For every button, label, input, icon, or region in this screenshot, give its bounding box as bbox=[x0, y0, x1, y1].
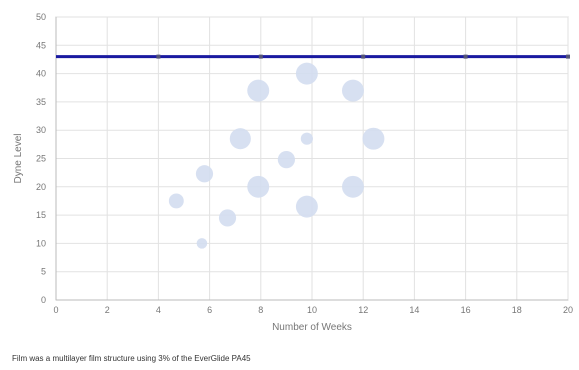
y-tick-label: 15 bbox=[36, 210, 46, 220]
bubble-point bbox=[341, 79, 364, 102]
chart-area: 0 2 4 6 8 10 12 14 16 18 20 0 5 10 15 20 25 30 35 40 45 50 Num… bbox=[13, 12, 573, 333]
x-tick-label: 8 bbox=[258, 305, 263, 315]
x-tick-label: 10 bbox=[307, 305, 317, 315]
bubble-point bbox=[295, 195, 318, 218]
chart-footnote: Film was a multilayer film structure usi… bbox=[12, 354, 251, 363]
x-tick-label: 6 bbox=[207, 305, 212, 315]
x-tick-label: 16 bbox=[461, 305, 471, 315]
bubble-chart: 0 2 4 6 8 10 12 14 16 18 20 0 5 10 15 20 25 30 35 40 45 50 Num… bbox=[13, 12, 573, 333]
y-axis-title: Dyne Level bbox=[13, 133, 24, 183]
chart-svg: 0 2 4 6 8 10 12 14 16 18 20 0 5 10 15 20 25 30 35 40 45 50 Num… bbox=[13, 12, 573, 333]
x-tick-label: 14 bbox=[409, 305, 419, 315]
x-axis-title: Number of Weeks bbox=[272, 322, 352, 333]
y-tick-label: 25 bbox=[36, 154, 46, 164]
bubble-point bbox=[195, 165, 214, 183]
y-tick-label: 5 bbox=[41, 267, 46, 277]
x-tick-label: 12 bbox=[358, 305, 368, 315]
bubble-point bbox=[300, 132, 313, 145]
reference-line-marker bbox=[258, 54, 263, 59]
bubble-point bbox=[247, 79, 270, 102]
reference-line-marker bbox=[463, 54, 468, 59]
reference-line-marker bbox=[361, 54, 366, 59]
reference-line-marker bbox=[156, 54, 161, 59]
bubble-point bbox=[196, 238, 208, 249]
y-tick-label: 20 bbox=[36, 182, 46, 192]
y-tick-label: 0 bbox=[41, 295, 46, 305]
x-tick-label: 4 bbox=[156, 305, 161, 315]
x-tick-label: 0 bbox=[53, 305, 58, 315]
y-tick-label: 40 bbox=[36, 69, 46, 79]
reference-line-marker bbox=[566, 54, 570, 59]
y-tick-label: 50 bbox=[36, 12, 46, 22]
x-tick-label: 18 bbox=[512, 305, 522, 315]
y-tick-label: 30 bbox=[36, 125, 46, 135]
bubble-point bbox=[168, 193, 184, 209]
x-tick-label: 20 bbox=[563, 305, 573, 315]
bubble-point bbox=[218, 209, 237, 227]
bubble-point bbox=[229, 128, 251, 150]
bubble-point bbox=[341, 175, 364, 198]
y-tick-label: 45 bbox=[36, 40, 46, 50]
y-tick-label: 10 bbox=[36, 238, 46, 248]
bubble-point bbox=[277, 151, 295, 169]
y-tick-label: 35 bbox=[36, 97, 46, 107]
bubble-point bbox=[295, 62, 318, 85]
bubble-point bbox=[247, 175, 270, 198]
x-tick-label: 2 bbox=[105, 305, 110, 315]
bubble-point bbox=[362, 127, 385, 150]
